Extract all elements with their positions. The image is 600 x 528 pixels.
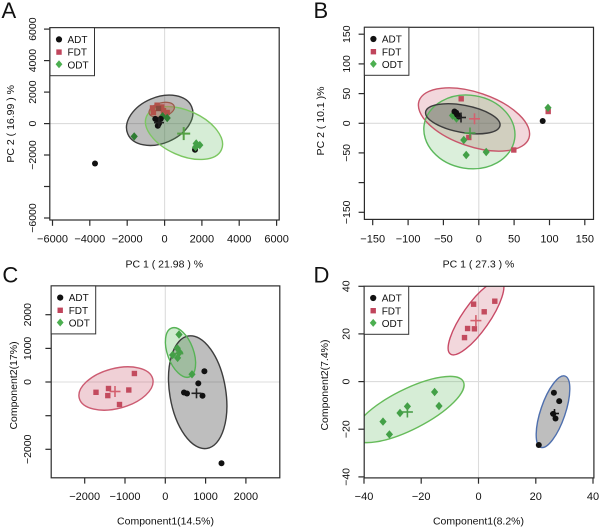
svg-text:−2000: −2000: [69, 491, 100, 503]
svg-text:150: 150: [341, 25, 353, 43]
svg-text:0: 0: [341, 379, 353, 385]
svg-text:B: B: [314, 0, 329, 23]
svg-text:4000: 4000: [227, 234, 251, 246]
svg-text:FDT: FDT: [68, 48, 87, 59]
svg-text:ADT: ADT: [68, 35, 88, 46]
svg-text:0: 0: [476, 233, 482, 245]
svg-text:ODT: ODT: [68, 60, 89, 71]
svg-text:PC 1 ( 21.98 ) %: PC 1 ( 21.98 ) %: [125, 258, 203, 270]
svg-text:FDT: FDT: [382, 47, 401, 58]
svg-text:−150: −150: [341, 200, 353, 224]
svg-text:−2000: −2000: [27, 140, 39, 170]
svg-text:0: 0: [27, 121, 39, 127]
svg-text:−50: −50: [434, 233, 453, 245]
svg-text:40: 40: [341, 280, 353, 292]
svg-text:−4000: −4000: [74, 234, 105, 246]
svg-text:20: 20: [341, 328, 353, 340]
svg-text:PC 2 ( 10.1 )%: PC 2 ( 10.1 )%: [315, 87, 327, 156]
svg-text:1000: 1000: [22, 337, 34, 361]
svg-text:Component1(14.5%): Component1(14.5%): [117, 516, 214, 528]
svg-text:20: 20: [530, 491, 542, 503]
svg-text:100: 100: [341, 55, 353, 73]
svg-text:−2000: −2000: [112, 234, 143, 246]
svg-text:−1000: −1000: [110, 491, 141, 503]
svg-text:−6000: −6000: [37, 234, 68, 246]
svg-text:Component2(17%): Component2(17%): [8, 341, 20, 429]
svg-text:6000: 6000: [264, 234, 288, 246]
svg-text:100: 100: [540, 233, 558, 245]
svg-text:−50: −50: [341, 144, 353, 162]
svg-text:Component1(8.2%): Component1(8.2%): [433, 516, 524, 528]
svg-text:0: 0: [162, 234, 168, 246]
svg-text:0: 0: [341, 120, 353, 126]
svg-text:ODT: ODT: [69, 319, 90, 330]
svg-text:−40: −40: [341, 468, 353, 486]
svg-text:2000: 2000: [27, 80, 39, 104]
svg-text:4000: 4000: [27, 49, 39, 73]
svg-text:−6000: −6000: [27, 203, 39, 233]
svg-text:ODT: ODT: [382, 60, 403, 71]
svg-text:PC 1 ( 27.3 ) %: PC 1 ( 27.3 ) %: [443, 258, 515, 270]
svg-text:1000: 1000: [193, 491, 217, 503]
svg-text:0: 0: [22, 379, 34, 385]
svg-text:FDT: FDT: [69, 306, 88, 317]
svg-text:C: C: [2, 262, 18, 287]
svg-text:FDT: FDT: [382, 306, 401, 317]
svg-text:40: 40: [587, 491, 599, 503]
svg-text:50: 50: [508, 233, 520, 245]
svg-text:2000: 2000: [234, 491, 258, 503]
svg-text:−100: −100: [396, 233, 421, 245]
svg-text:−20: −20: [412, 491, 431, 503]
svg-text:ODT: ODT: [382, 319, 403, 330]
svg-text:ADT: ADT: [382, 294, 402, 305]
svg-text:−20: −20: [341, 420, 353, 438]
svg-text:150: 150: [576, 233, 594, 245]
svg-text:ADT: ADT: [69, 293, 89, 304]
svg-text:2000: 2000: [190, 234, 214, 246]
svg-text:−150: −150: [360, 233, 385, 245]
svg-text:2000: 2000: [22, 303, 34, 327]
svg-text:6000: 6000: [27, 17, 39, 41]
svg-text:0: 0: [475, 491, 481, 503]
svg-text:−40: −40: [355, 491, 374, 503]
svg-text:−2000: −2000: [22, 434, 34, 464]
svg-text:Component2(7.4%): Component2(7.4%): [319, 339, 331, 430]
svg-text:50: 50: [341, 88, 353, 100]
svg-text:ADT: ADT: [382, 35, 402, 46]
svg-text:A: A: [2, 0, 17, 23]
svg-text:0: 0: [162, 491, 168, 503]
svg-text:PC 2 ( 16.99 ) %: PC 2 ( 16.99 ) %: [5, 85, 17, 163]
svg-text:D: D: [314, 262, 330, 287]
